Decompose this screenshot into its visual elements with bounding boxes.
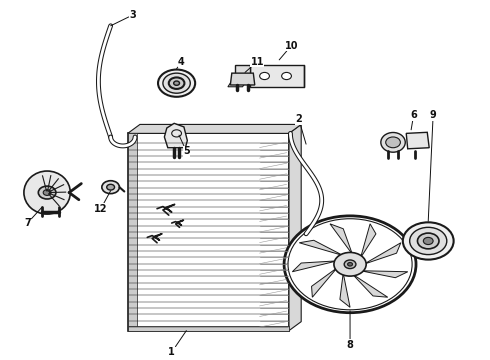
Text: 9: 9 [428, 111, 437, 221]
Bar [250, 65, 304, 87]
Circle shape [173, 81, 179, 85]
Ellipse shape [24, 171, 71, 214]
Polygon shape [364, 243, 401, 264]
Circle shape [282, 72, 292, 80]
Polygon shape [293, 261, 337, 272]
Polygon shape [164, 123, 187, 148]
Text: 3: 3 [111, 10, 136, 26]
Text: 7: 7 [24, 207, 42, 228]
Circle shape [102, 181, 120, 194]
Circle shape [169, 77, 184, 89]
Ellipse shape [381, 132, 405, 152]
Circle shape [410, 227, 447, 255]
Polygon shape [228, 76, 250, 87]
Polygon shape [289, 125, 301, 330]
Text: 5: 5 [179, 135, 190, 156]
Circle shape [344, 260, 356, 269]
Circle shape [403, 222, 454, 260]
Circle shape [347, 262, 352, 266]
Text: 4: 4 [176, 57, 185, 69]
Circle shape [38, 186, 56, 199]
Bar [128, 134, 137, 330]
Circle shape [386, 137, 400, 148]
Text: 2: 2 [295, 114, 306, 144]
Polygon shape [361, 271, 408, 278]
Circle shape [334, 252, 366, 276]
Polygon shape [312, 268, 337, 297]
Text: 10: 10 [279, 41, 298, 60]
Circle shape [260, 72, 270, 80]
Circle shape [284, 216, 416, 313]
Polygon shape [128, 125, 301, 134]
Polygon shape [340, 273, 350, 307]
Text: 8: 8 [346, 311, 353, 350]
Polygon shape [406, 132, 429, 149]
Text: 11: 11 [245, 57, 264, 72]
Bar [128, 326, 289, 330]
Circle shape [107, 184, 115, 190]
Circle shape [423, 237, 433, 244]
Polygon shape [230, 73, 255, 85]
Polygon shape [299, 240, 343, 256]
Text: 12: 12 [94, 191, 111, 214]
Circle shape [163, 73, 190, 93]
Polygon shape [352, 274, 388, 297]
Bar [128, 134, 289, 330]
Circle shape [158, 69, 195, 97]
Text: 1: 1 [169, 330, 186, 357]
Polygon shape [361, 224, 376, 258]
Circle shape [417, 233, 439, 249]
Text: 6: 6 [410, 111, 417, 130]
Polygon shape [235, 65, 250, 76]
Polygon shape [330, 224, 352, 255]
Circle shape [43, 190, 51, 195]
